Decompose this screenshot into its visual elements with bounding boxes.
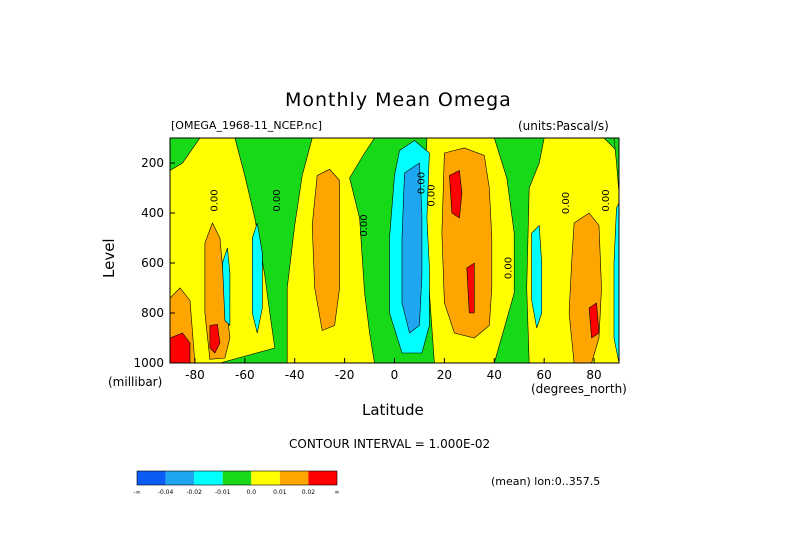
legend-label-3: -0.01	[215, 489, 231, 496]
contour-region-20	[531, 224, 543, 329]
contour-label-5: 0.00	[504, 257, 515, 279]
legend-label-2: -0.02	[186, 489, 202, 496]
x-axis-label: Latitude	[362, 401, 424, 419]
x-tick-label-3: -20	[335, 368, 355, 382]
legend-swatch-6	[308, 471, 337, 485]
contour-label-3: 0.00	[416, 172, 427, 194]
x-tick-label-4: 0	[391, 368, 399, 382]
contour-region-14	[466, 262, 475, 314]
units-label: (units:Pascal/s)	[518, 119, 609, 133]
x-tick-label-1: -60	[235, 368, 255, 382]
legend-swatch-4	[251, 471, 280, 485]
contour-region-13	[449, 170, 463, 219]
x-tick-label-0: -80	[185, 368, 205, 382]
legend-swatch-5	[279, 471, 309, 485]
contour-label-4: 0.00	[426, 184, 437, 206]
y-tick-label-0: 200	[141, 156, 164, 170]
chart-title: Monthly Mean Omega	[285, 89, 512, 111]
legend-swatch-3	[222, 471, 252, 485]
legend-label-5: 0.01	[273, 489, 287, 496]
x-tick-label-5: 20	[437, 368, 452, 382]
contour-region-5	[613, 138, 619, 194]
legend-label-4: 0.0	[247, 489, 257, 496]
x-axis-units: (degrees_north)	[531, 382, 627, 396]
contour-region-17	[401, 162, 423, 334]
contour-region-15	[588, 302, 600, 339]
y-axis-label: Level	[100, 238, 118, 278]
contour-region-11	[170, 332, 191, 363]
contour-region-12	[209, 323, 221, 354]
x-tick-label-6: 40	[487, 368, 502, 382]
x-tick-label-8: 80	[586, 368, 601, 382]
legend-label-6: 0.02	[302, 489, 316, 496]
dataset-label: [OMEGA_1968-11_NCEP.nc]	[171, 119, 322, 132]
mean-longitude-label: (mean) lon:0..357.5	[491, 475, 601, 488]
contour-label-0: 0.00	[209, 189, 220, 211]
legend-label-1: -0.04	[158, 489, 174, 496]
x-tick-label-2: -40	[285, 368, 305, 382]
contour-region-8	[311, 168, 340, 331]
contour-region-19	[252, 222, 263, 334]
legend-label-0: -∞	[133, 489, 140, 496]
legend-label-7: ∞	[335, 489, 340, 496]
contour-label-6: 0.00	[561, 192, 572, 214]
y-axis-units: (millibar)	[108, 375, 163, 389]
x-tick-label-7: 60	[537, 368, 552, 382]
y-tick-label-4: 1000	[133, 356, 164, 370]
y-tick-label-1: 400	[141, 206, 164, 220]
contour-region-18	[222, 247, 231, 327]
contour-label-1: 0.00	[272, 189, 283, 211]
y-tick-label-2: 600	[141, 256, 164, 270]
legend-swatch-1	[165, 471, 195, 485]
contour-label-7: 0.00	[601, 189, 612, 211]
contour-region-10	[568, 212, 602, 363]
y-tick-label-3: 800	[141, 306, 164, 320]
contour-interval-label: CONTOUR INTERVAL = 1.000E-02	[289, 437, 491, 451]
legend-frame	[136, 470, 338, 486]
contour-label-2: 0.00	[359, 214, 370, 236]
legend-swatch-0	[137, 471, 166, 485]
legend-swatch-2	[194, 471, 223, 485]
